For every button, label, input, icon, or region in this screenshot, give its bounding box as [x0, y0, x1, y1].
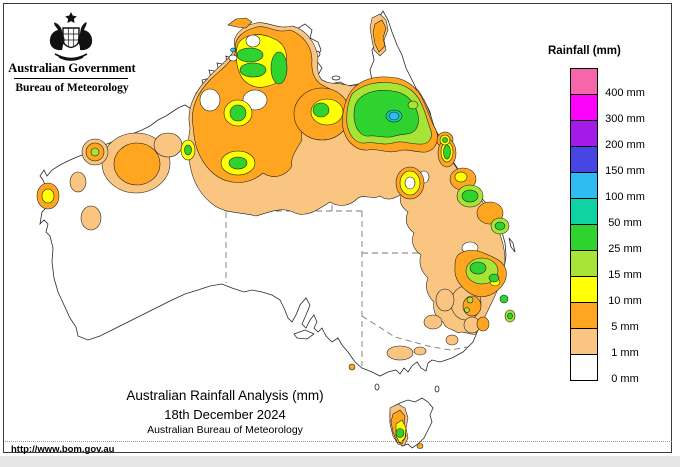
legend-swatch	[570, 94, 598, 121]
legend-swatch-stack	[570, 68, 598, 381]
bom-url: http://www.bom.gov.au	[11, 444, 115, 455]
legend-swatch	[570, 68, 598, 95]
legend-label: 100 mm	[605, 191, 645, 203]
map-organisation: Australian Bureau of Meteorology	[147, 424, 303, 436]
map-date: 18th December 2024	[164, 407, 286, 422]
fraser-island	[508, 237, 516, 253]
bureau-title: Bureau of Meteorology	[15, 82, 129, 94]
legend-swatch	[570, 198, 598, 225]
legend-label: 25 mm	[608, 243, 642, 255]
legend-label-stack: 400 mm 300 mm 200 mm 150 mm 100 mm 50 mm 25 mm…	[602, 0, 648, 400]
legend-swatch	[570, 224, 598, 251]
branding-divider	[14, 78, 128, 79]
kangaroo-island	[293, 329, 315, 340]
legend-label: 300 mm	[605, 113, 645, 125]
legend-swatch	[570, 276, 598, 303]
mornington-island	[331, 75, 341, 81]
legend-swatch	[570, 172, 598, 199]
legend-label: 1 mm	[611, 347, 639, 359]
king-island	[374, 383, 380, 391]
nsw-vic-border	[361, 315, 469, 351]
flinders-island	[434, 385, 440, 393]
legend-swatch	[570, 146, 598, 173]
legend-label: 10 mm	[608, 295, 642, 307]
legend-title: Rainfall (mm)	[548, 45, 621, 57]
legend-swatch	[570, 120, 598, 147]
contour-100mm	[230, 47, 400, 121]
legend-label: 200 mm	[605, 139, 645, 151]
legend-label: 0 mm	[611, 373, 639, 385]
legend-swatch	[570, 250, 598, 277]
footer-bar: © Commonwealth of Australia 2024, Bureau…	[0, 456, 680, 467]
url-divider	[5, 441, 672, 442]
legend-label: 150 mm	[605, 165, 645, 177]
australian-coat-of-arms-icon	[49, 12, 93, 61]
light-patch-in-green	[407, 100, 419, 110]
legend-swatch	[570, 328, 598, 355]
contour-25mm	[184, 47, 513, 438]
legend-label: 5 mm	[611, 321, 639, 333]
legend-label: 50 mm	[608, 217, 642, 229]
legend-swatch	[570, 354, 598, 381]
legend-label: 400 mm	[605, 87, 645, 99]
dry-holes-upper	[228, 34, 416, 190]
legend-swatch	[570, 302, 598, 329]
map-title: Australian Rainfall Analysis (mm)	[126, 388, 324, 403]
legend-label: 15 mm	[608, 269, 642, 281]
government-title: Australian Government	[8, 61, 136, 75]
map-frame	[3, 3, 672, 453]
